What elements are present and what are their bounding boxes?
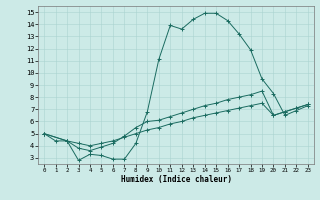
X-axis label: Humidex (Indice chaleur): Humidex (Indice chaleur)	[121, 175, 231, 184]
